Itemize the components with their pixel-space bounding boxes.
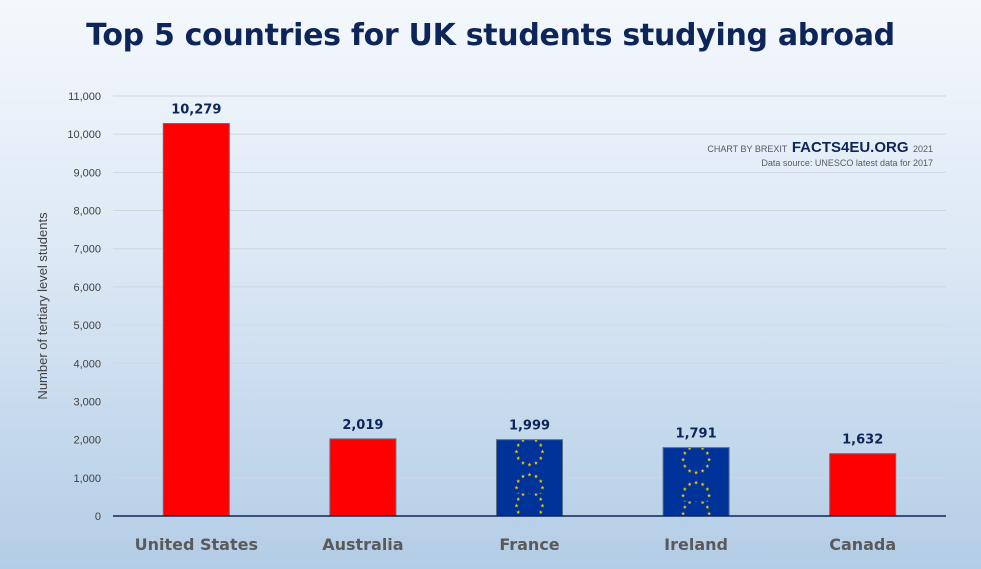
- y-tick-label: 5,000: [73, 320, 101, 332]
- chart-credit: CHART BY BREXIT FACTS4EU.ORG 2021 Data s…: [707, 138, 933, 169]
- x-tick-label: Canada: [829, 535, 896, 554]
- data-label: 1,999: [509, 419, 550, 434]
- bars: [162, 123, 897, 517]
- y-tick-label: 4,000: [73, 358, 101, 370]
- y-tick-label: 3,000: [73, 396, 101, 408]
- data-label: 2,019: [342, 418, 383, 433]
- bar-ireland: [662, 447, 730, 517]
- x-tick-label: United States: [135, 535, 258, 554]
- bar-united-states: [162, 123, 230, 517]
- y-tick-label: 8,000: [73, 206, 101, 218]
- bar-france: [496, 439, 563, 517]
- y-axis-ticks: 0 1,000 2,000 3,000 4,000 5,000 6,000 7,000 8,00…: [67, 91, 101, 523]
- x-tick-label: France: [499, 535, 559, 554]
- y-tick-label: 6,000: [73, 282, 101, 294]
- x-axis-categories: United States Australia France Ireland Canad…: [135, 535, 897, 554]
- y-tick-label: 1,000: [73, 473, 101, 485]
- credit-year: 2021: [912, 144, 933, 154]
- y-tick-label: 11,000: [68, 91, 101, 103]
- x-tick-label: Ireland: [664, 535, 728, 554]
- y-tick-label: 10,000: [67, 129, 101, 141]
- credit-brand: FACTS4EU.ORG: [791, 139, 909, 156]
- y-tick-label: 2,000: [73, 435, 101, 447]
- y-tick-label: 9,000: [73, 167, 101, 179]
- data-label: 1,632: [842, 433, 883, 448]
- bar-canada: [829, 453, 897, 517]
- y-tick-label: 7,000: [73, 244, 101, 256]
- data-labels: 10,279 2,019 1,999 1,791 1,632: [171, 103, 883, 448]
- credit-prefix: CHART BY BREXIT: [707, 144, 788, 154]
- credit-source: Data source: UNESCO latest data for 2017: [761, 158, 933, 168]
- chart-title: Top 5 countries for UK students studying…: [86, 18, 895, 53]
- y-tick-label: 0: [95, 511, 101, 523]
- gridlines: [113, 95, 946, 479]
- y-axis-label: Number of tertiary level students: [35, 212, 50, 400]
- data-label: 1,791: [676, 427, 717, 442]
- x-tick-label: Australia: [322, 535, 403, 554]
- bar-australia: [329, 438, 397, 517]
- data-label: 10,279: [171, 103, 221, 118]
